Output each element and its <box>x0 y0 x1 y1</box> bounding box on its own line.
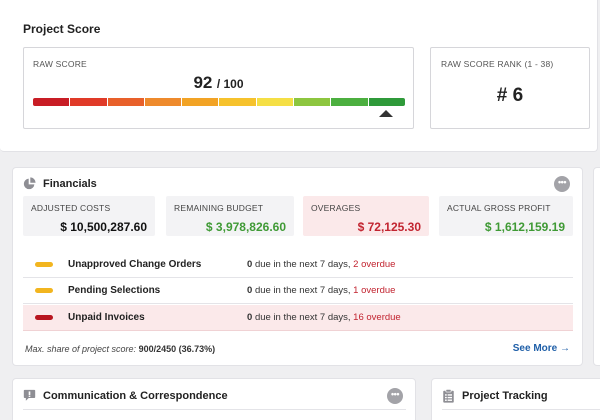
tracking-title: Project Tracking <box>462 390 548 402</box>
overdue-count[interactable]: 2 overdue <box>353 259 396 270</box>
financials-header: Financials <box>23 177 97 190</box>
rank-label: RAW SCORE RANK (1 - 38) <box>441 59 554 69</box>
raw-score-max: / 100 <box>216 77 244 91</box>
gauge-segment <box>219 98 256 106</box>
pie-chart-icon <box>23 177 36 190</box>
see-more-link[interactable]: See More → <box>512 343 570 354</box>
communication-title: Communication & Correspondence <box>43 389 228 402</box>
status-pill <box>35 262 53 267</box>
stat-overages: OVERAGES $ 72,125.30 <box>303 196 429 236</box>
stat-adjusted-costs: ADJUSTED COSTS $ 10,500,287.60 <box>23 196 155 236</box>
row-unpaid-invoices[interactable]: Unpaid Invoices 0 due in the next 7 days… <box>23 305 573 331</box>
row-due-text: 0 due in the next 7 days, 2 overdue <box>247 259 396 270</box>
raw-score-box: RAW SCORE 92 / 100 <box>23 47 414 129</box>
stat-remaining-budget: REMAINING BUDGET $ 3,978,826.60 <box>166 196 294 236</box>
stat-value: $ 10,500,287.60 <box>60 220 147 234</box>
row-label: Unapproved Change Orders <box>68 259 202 270</box>
row-label: Unpaid Invoices <box>68 312 145 323</box>
gauge-segment <box>294 98 331 106</box>
more-dots-icon[interactable]: ••• <box>554 176 570 192</box>
stat-value: $ 3,978,826.60 <box>205 220 286 234</box>
gauge-segment <box>368 98 405 106</box>
raw-score-label: RAW SCORE <box>33 59 87 69</box>
rank-box: RAW SCORE RANK (1 - 38) # 6 <box>430 47 590 129</box>
gauge-segment <box>70 98 107 106</box>
communication-header: Communication & Correspondence <box>23 389 228 402</box>
gauge-segment <box>182 98 219 106</box>
stat-actual-gross-profit: ACTUAL GROSS PROFIT $ 1,612,159.19 <box>439 196 573 236</box>
financials-title: Financials <box>43 177 97 190</box>
status-pill <box>35 315 53 320</box>
row-due-text: 0 due in the next 7 days, 1 overdue <box>247 285 396 296</box>
raw-score-readout: 92 / 100 <box>24 73 413 93</box>
more-dots-icon[interactable]: ••• <box>387 388 403 404</box>
tracking-header: Project Tracking <box>442 389 548 403</box>
gauge-segment <box>256 98 294 106</box>
row-unapproved-change-orders[interactable]: Unapproved Change Orders 0 due in the ne… <box>23 252 573 278</box>
next-card-edge <box>593 167 600 366</box>
divider <box>442 409 600 410</box>
chat-icon <box>23 389 36 401</box>
project-score-card: Project Score RAW SCORE 92 / 100 RAW SCO… <box>0 0 598 152</box>
gauge-segment <box>144 98 182 106</box>
gauge-segment <box>331 98 368 106</box>
raw-score-value: 92 <box>193 73 213 92</box>
project-tracking-card: Project Tracking <box>431 378 600 420</box>
stat-value: $ 1,612,159.19 <box>484 220 565 234</box>
row-label: Pending Selections <box>68 285 161 296</box>
project-score-title: Project Score <box>23 22 101 36</box>
communication-card: Communication & Correspondence ••• <box>12 378 416 420</box>
status-pill <box>35 288 53 293</box>
gauge-segment <box>107 98 144 106</box>
score-marker-icon <box>379 110 394 117</box>
score-gauge <box>33 98 405 106</box>
checklist-icon <box>443 389 454 403</box>
max-share-value: 900/2450 (36.73%) <box>138 344 216 354</box>
gauge-segment <box>33 98 70 106</box>
divider <box>23 409 406 410</box>
overdue-count[interactable]: 1 overdue <box>353 285 396 296</box>
stat-label: OVERAGES <box>311 203 361 213</box>
rank-value: # 6 <box>496 85 524 106</box>
row-due-text: 0 due in the next 7 days, 16 overdue <box>247 312 401 323</box>
stat-value: $ 72,125.30 <box>357 220 421 234</box>
stat-label: REMAINING BUDGET <box>174 203 264 213</box>
overdue-count[interactable]: 16 overdue <box>353 312 401 323</box>
financials-card: Financials ••• ADJUSTED COSTS $ 10,500,2… <box>12 167 583 366</box>
stat-label: ADJUSTED COSTS <box>31 203 111 213</box>
stat-label: ACTUAL GROSS PROFIT <box>447 203 551 213</box>
max-share-note: Max. share of project score: 900/2450 (3… <box>25 344 216 354</box>
row-pending-selections[interactable]: Pending Selections 0 due in the next 7 d… <box>23 278 573 304</box>
